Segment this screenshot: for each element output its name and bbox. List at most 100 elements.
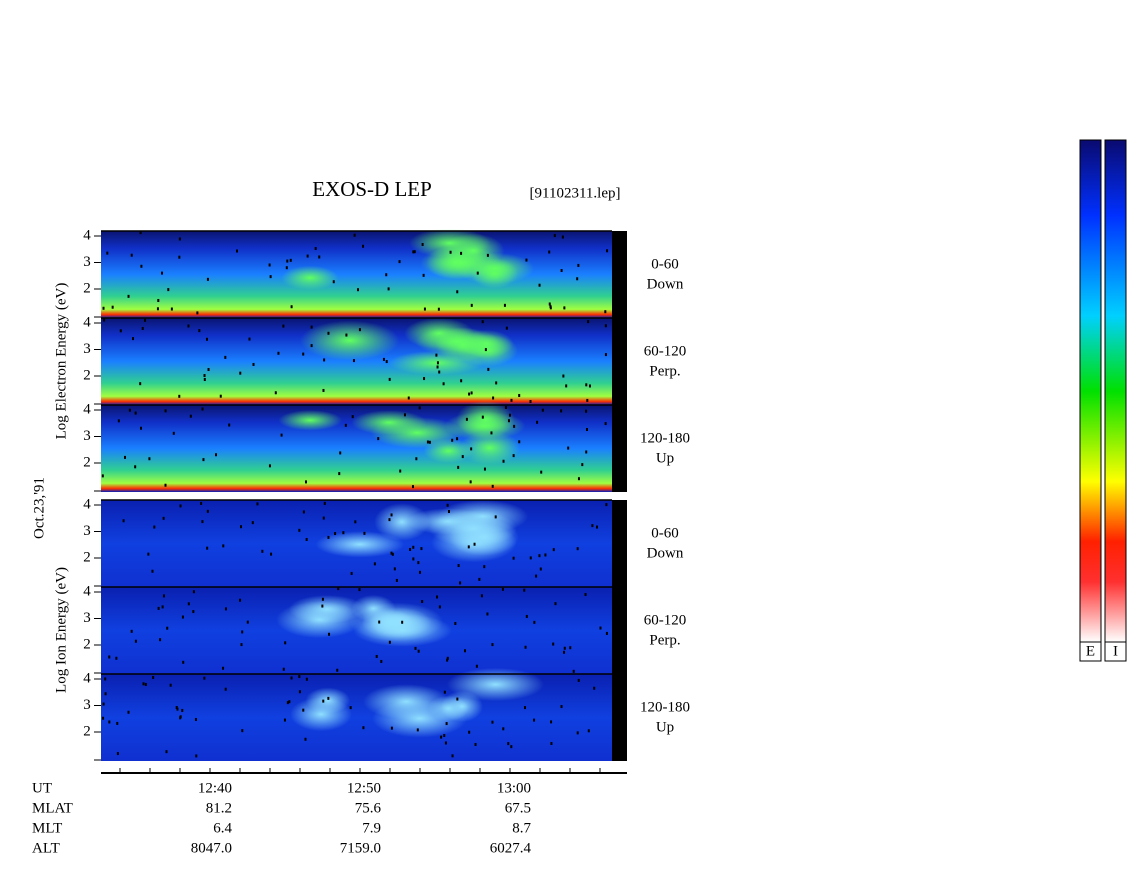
spectrogram-texture bbox=[351, 415, 354, 419]
spectrogram-texture bbox=[435, 353, 438, 357]
spectrogram-texture bbox=[144, 318, 147, 322]
spectrogram-texture bbox=[104, 677, 107, 681]
spectrogram-texture bbox=[283, 718, 286, 722]
spectrogram-texture bbox=[196, 311, 199, 315]
spectrogram-texture bbox=[302, 352, 305, 356]
spectrogram-texture bbox=[507, 419, 510, 423]
spectrogram-texture bbox=[605, 503, 608, 507]
spectrogram-texture bbox=[438, 605, 441, 609]
spectrogram-texture bbox=[421, 600, 424, 604]
row-value: 6.4 bbox=[213, 820, 232, 836]
spectrogram-texture bbox=[328, 632, 331, 636]
spectrogram-texture bbox=[362, 244, 365, 248]
spectrogram-texture bbox=[314, 247, 317, 251]
spectrogram-texture bbox=[134, 639, 137, 643]
spectrogram-texture bbox=[536, 420, 539, 424]
spectrogram-texture bbox=[176, 707, 179, 711]
spectrogram-texture bbox=[192, 610, 195, 614]
spectrogram-texture bbox=[169, 683, 172, 687]
spectrogram-texture bbox=[446, 503, 449, 507]
y-tick-label: 3 bbox=[83, 610, 91, 626]
row-value: 12:40 bbox=[198, 780, 232, 796]
spectrogram-texture bbox=[540, 470, 543, 474]
panel-edge bbox=[612, 318, 627, 405]
spectrogram-texture bbox=[585, 427, 588, 431]
spectrogram-texture bbox=[412, 557, 415, 561]
spectrogram-texture bbox=[187, 324, 190, 328]
spectrogram-texture bbox=[486, 612, 489, 616]
spectrogram-texture bbox=[563, 306, 566, 310]
spectrogram-texture bbox=[157, 298, 160, 302]
spectrogram-texture bbox=[486, 253, 489, 257]
spectrogram-texture bbox=[470, 303, 473, 307]
file-name: [91102311.lep] bbox=[530, 185, 621, 201]
y-tick-label: 2 bbox=[83, 636, 91, 652]
spectrogram-texture bbox=[554, 602, 557, 606]
spectrogram-texture bbox=[423, 307, 426, 311]
spectrogram-texture bbox=[553, 234, 556, 238]
spectrogram-texture bbox=[404, 317, 474, 349]
spectrogram-texture bbox=[604, 353, 607, 357]
spectrogram-texture bbox=[289, 258, 292, 262]
spectrogram-texture bbox=[481, 415, 484, 419]
spectrogram-texture bbox=[282, 324, 285, 328]
spectrogram-texture bbox=[281, 265, 339, 290]
spectrogram-texture bbox=[550, 720, 553, 724]
spectrogram-texture bbox=[504, 405, 507, 409]
spectrogram-texture bbox=[451, 754, 454, 758]
spectrogram-texture bbox=[147, 552, 150, 556]
spectrogram-texture bbox=[456, 290, 459, 294]
spectrogram-texture bbox=[539, 567, 542, 571]
spectrogram-texture bbox=[577, 263, 580, 267]
spectrogram-texture bbox=[298, 528, 301, 532]
spectrogram-texture bbox=[460, 379, 463, 383]
spectrogram-texture bbox=[339, 451, 342, 455]
spectrogram-texture bbox=[387, 287, 390, 291]
spectrogram-texture bbox=[484, 348, 487, 352]
spectrogram-texture bbox=[151, 569, 154, 573]
spectrogram-texture bbox=[241, 630, 244, 634]
spectrogram-texture bbox=[106, 251, 109, 255]
spectrogram-texture bbox=[454, 621, 457, 625]
spectrogram-texture bbox=[127, 294, 130, 298]
spectrogram-texture bbox=[337, 587, 340, 591]
spectrogram-texture bbox=[374, 503, 430, 541]
spectrogram-texture bbox=[122, 519, 125, 523]
spectrogram-texture bbox=[457, 465, 460, 469]
panel-edge bbox=[612, 674, 627, 761]
spectrogram-texture bbox=[440, 735, 443, 739]
spectrogram-texture bbox=[345, 333, 348, 337]
spectrogram-texture bbox=[494, 515, 497, 519]
spectrogram-texture bbox=[116, 752, 119, 756]
spectrogram-texture bbox=[203, 676, 206, 680]
spectrogram-texture bbox=[449, 250, 452, 254]
spectrogram-texture bbox=[290, 305, 293, 309]
spectrogram-texture bbox=[390, 551, 393, 555]
row-value: 67.5 bbox=[505, 800, 531, 816]
spectrogram-texture bbox=[239, 371, 242, 375]
spectrogram-texture bbox=[157, 606, 160, 610]
spectrogram-texture bbox=[101, 474, 104, 478]
spectrogram-texture bbox=[235, 249, 238, 253]
spectrogram-texture bbox=[414, 646, 417, 650]
spectrogram-texture bbox=[456, 437, 459, 441]
spectrogram-texture bbox=[560, 409, 563, 413]
spectrogram-texture bbox=[315, 531, 405, 558]
spectrogram-texture bbox=[132, 337, 135, 341]
y-tick-label: 4 bbox=[83, 401, 91, 417]
spectrogram-texture bbox=[280, 433, 283, 437]
spectrogram-texture bbox=[322, 516, 325, 520]
spectrogram-texture bbox=[407, 396, 410, 400]
spectrogram-texture bbox=[321, 597, 324, 601]
spectrogram-texture bbox=[587, 729, 590, 733]
spectrogram-texture bbox=[205, 337, 208, 341]
direction: Up bbox=[656, 719, 674, 735]
spectrogram-texture bbox=[510, 398, 513, 402]
spectrogram-texture bbox=[444, 741, 447, 745]
panel-edge bbox=[612, 500, 627, 587]
spectrogram-texture bbox=[604, 324, 607, 328]
spectrogram-texture bbox=[178, 394, 181, 398]
spectrogram-texture bbox=[552, 548, 555, 552]
spectrogram-texture bbox=[290, 676, 293, 680]
spectrogram-texture bbox=[178, 255, 181, 259]
